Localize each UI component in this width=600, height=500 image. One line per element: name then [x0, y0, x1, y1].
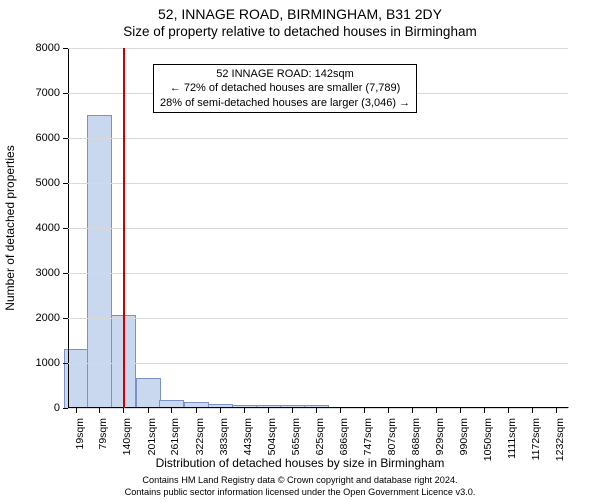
x-tick-mark: [388, 408, 389, 413]
y-tick-mark: [63, 138, 68, 139]
x-tick-label: 1050sqm: [482, 418, 494, 461]
x-tick-label: 1232sqm: [554, 418, 566, 461]
x-tick-label: 625sqm: [314, 418, 326, 455]
reference-marker-line: [123, 48, 125, 408]
x-tick-mark: [123, 408, 124, 413]
gridline: [68, 363, 568, 364]
x-tick-mark: [412, 408, 413, 413]
x-tick-mark: [460, 408, 461, 413]
annotation-callout: 52 INNAGE ROAD: 142sqm← 72% of detached …: [153, 64, 417, 113]
x-tick-label: 443sqm: [242, 418, 254, 455]
x-tick-mark: [484, 408, 485, 413]
x-tick-label: 807sqm: [386, 418, 398, 455]
annotation-line: 28% of semi-detached houses are larger (…: [160, 96, 410, 110]
histogram-bar: [136, 378, 161, 408]
x-tick-label: 19sqm: [74, 418, 86, 450]
x-tick-label: 747sqm: [362, 418, 374, 455]
y-tick-mark: [63, 408, 68, 409]
x-tick-label: 686sqm: [338, 418, 350, 455]
chart-container: 52, INNAGE ROAD, BIRMINGHAM, B31 2DY Siz…: [0, 0, 600, 500]
x-tick-mark: [340, 408, 341, 413]
y-tick-label: 1000: [0, 357, 60, 369]
x-tick-label: 504sqm: [266, 418, 278, 455]
x-tick-label: 140sqm: [121, 418, 133, 455]
chart-title-block: 52, INNAGE ROAD, BIRMINGHAM, B31 2DY Siz…: [0, 0, 600, 40]
x-tick-label: 990sqm: [458, 418, 470, 455]
x-tick-mark: [556, 408, 557, 413]
gridline: [68, 273, 568, 274]
x-tick-label: 383sqm: [218, 418, 230, 455]
y-tick-label: 8000: [0, 42, 60, 54]
gridline: [68, 228, 568, 229]
x-tick-label: 322sqm: [194, 418, 206, 455]
chart-title-line2: Size of property relative to detached ho…: [0, 24, 600, 41]
x-tick-label: 201sqm: [146, 418, 158, 455]
x-tick-mark: [220, 408, 221, 413]
x-tick-label: 1172sqm: [530, 418, 542, 460]
attribution-block: Contains HM Land Registry data © Crown c…: [0, 475, 600, 498]
y-tick-mark: [63, 363, 68, 364]
y-tick-label: 4000: [0, 222, 60, 234]
x-tick-label: 868sqm: [410, 418, 422, 455]
attribution-line2: Contains public sector information licen…: [0, 487, 600, 499]
gridline: [68, 318, 568, 319]
x-tick-mark: [244, 408, 245, 413]
histogram-bar: [64, 349, 89, 409]
y-tick-mark: [63, 273, 68, 274]
y-tick-label: 7000: [0, 87, 60, 99]
y-tick-mark: [63, 183, 68, 184]
x-axis-title: Distribution of detached houses by size …: [0, 456, 600, 470]
x-tick-label: 261sqm: [169, 418, 181, 455]
x-tick-mark: [148, 408, 149, 413]
histogram-bar: [159, 400, 184, 408]
x-tick-mark: [171, 408, 172, 413]
y-tick-mark: [63, 318, 68, 319]
x-tick-mark: [196, 408, 197, 413]
y-tick-label: 0: [0, 402, 60, 414]
y-tick-mark: [63, 93, 68, 94]
x-tick-mark: [99, 408, 100, 413]
x-tick-label: 929sqm: [434, 418, 446, 455]
x-tick-label: 565sqm: [290, 418, 302, 455]
y-tick-label: 5000: [0, 177, 60, 189]
x-tick-mark: [292, 408, 293, 413]
x-tick-mark: [436, 408, 437, 413]
gridline: [68, 48, 568, 49]
chart-title-line1: 52, INNAGE ROAD, BIRMINGHAM, B31 2DY: [0, 6, 600, 24]
gridline: [68, 183, 568, 184]
x-tick-label: 79sqm: [97, 418, 109, 450]
x-tick-mark: [76, 408, 77, 413]
y-tick-mark: [63, 48, 68, 49]
x-tick-mark: [532, 408, 533, 413]
y-tick-label: 6000: [0, 132, 60, 144]
x-tick-label: 1111sqm: [506, 418, 518, 459]
attribution-line1: Contains HM Land Registry data © Crown c…: [0, 475, 600, 487]
x-tick-mark: [268, 408, 269, 413]
y-tick-label: 3000: [0, 267, 60, 279]
x-tick-mark: [508, 408, 509, 413]
x-tick-mark: [316, 408, 317, 413]
gridline: [68, 408, 568, 409]
plot-area: 19sqm79sqm140sqm201sqm261sqm322sqm383sqm…: [68, 48, 568, 408]
annotation-line: 52 INNAGE ROAD: 142sqm: [160, 67, 410, 81]
annotation-line: ← 72% of detached houses are smaller (7,…: [160, 81, 410, 95]
x-tick-mark: [364, 408, 365, 413]
y-tick-label: 2000: [0, 312, 60, 324]
gridline: [68, 138, 568, 139]
y-tick-mark: [63, 228, 68, 229]
